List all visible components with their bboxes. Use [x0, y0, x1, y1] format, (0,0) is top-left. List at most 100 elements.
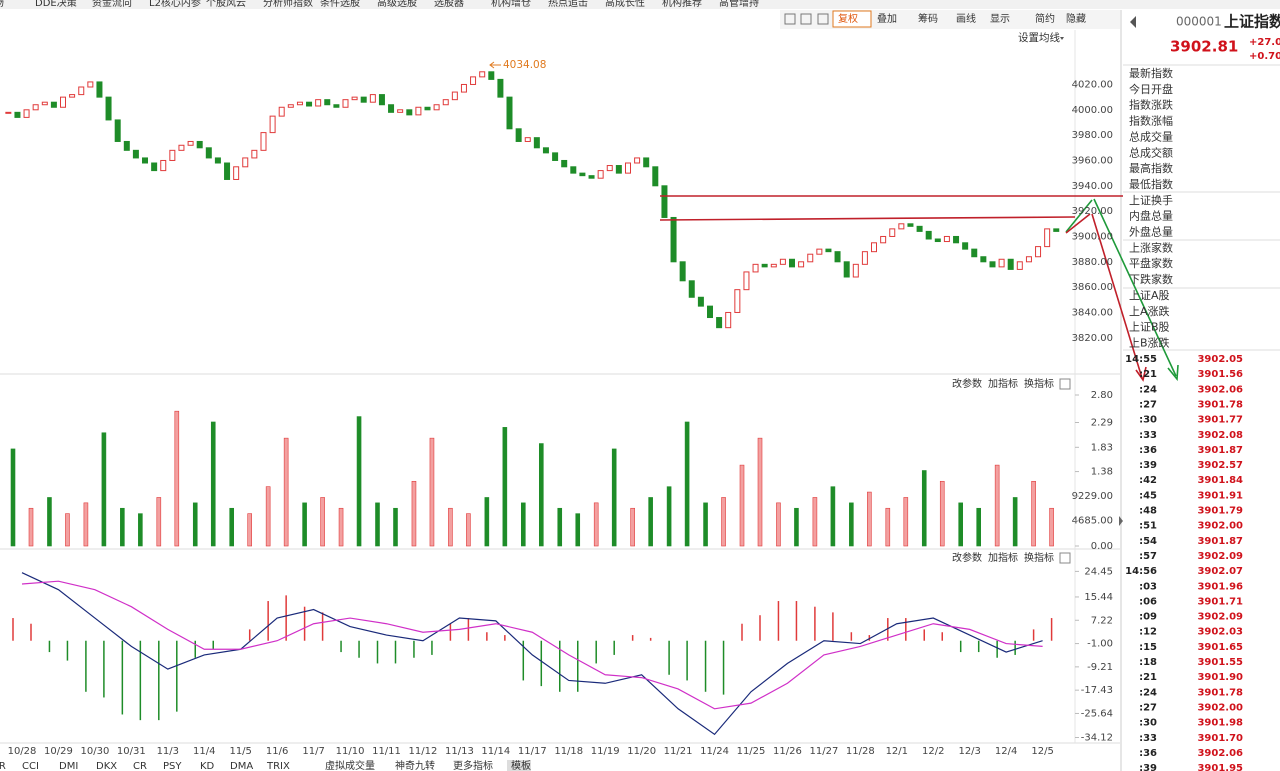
trade-price: 3902.06	[1197, 384, 1243, 395]
toolbar-button[interactable]: 隐藏	[1066, 13, 1086, 25]
menu-item[interactable]: 高成长性	[605, 0, 645, 9]
candle	[269, 115, 276, 134]
menu-item[interactable]: 机构推荐	[662, 0, 702, 9]
candle	[497, 78, 504, 98]
candle	[916, 225, 923, 232]
candle	[898, 223, 905, 230]
indicator-tab[interactable]: CCI	[22, 761, 39, 771]
trade-time: 14:55	[1125, 354, 1157, 365]
indicator-tab[interactable]: 模板	[511, 759, 531, 771]
close-button[interactable]	[1059, 552, 1071, 564]
menu-item[interactable]: 市场	[0, 0, 4, 9]
indicator-tab[interactable]: DMA	[230, 761, 253, 771]
menu-item[interactable]: 高级选股	[377, 0, 417, 9]
toolbar-icon[interactable]	[817, 13, 829, 25]
indicator-tab[interactable]: CR	[133, 761, 147, 771]
toolbar-icon[interactable]	[784, 13, 796, 25]
y-tick-label: 3860.00	[1072, 282, 1113, 293]
y-tick-label: -9.21	[1087, 662, 1113, 673]
indicator-tab[interactable]: DMI	[59, 761, 78, 771]
indicator-tab[interactable]: TRIX	[266, 761, 290, 771]
menu-item[interactable]: L2核心内参	[149, 0, 201, 9]
toolbar-button[interactable]: 简约	[1035, 12, 1055, 25]
candle	[324, 99, 331, 106]
menu-item[interactable]: 资金流向	[92, 0, 132, 9]
trade-time: :12	[1139, 627, 1157, 638]
toolbar-button[interactable]: 复权	[838, 12, 858, 25]
volume-bar	[466, 513, 471, 547]
indicator-tab[interactable]: AR	[0, 761, 6, 771]
indicator-tab[interactable]: 更多指标	[453, 759, 493, 771]
volume-bar	[994, 464, 1000, 547]
trade-price: 3901.87	[1197, 536, 1243, 547]
candle	[825, 248, 832, 253]
candle	[934, 238, 941, 243]
volume-bar	[538, 443, 544, 547]
y-tick-label: 3900.00	[1072, 231, 1113, 242]
close-button[interactable]	[1059, 378, 1071, 390]
candle	[943, 235, 950, 243]
indicator-tab[interactable]: 虚拟成交量	[325, 759, 375, 771]
panel-button[interactable]: 改参数	[952, 551, 982, 564]
volume-bar	[65, 513, 70, 547]
menu-item[interactable]: 机构增仓	[491, 0, 531, 9]
trade-price: 3901.56	[1197, 369, 1243, 380]
candle	[1053, 228, 1060, 232]
y-tick-label: -1.00	[1087, 639, 1113, 650]
panel-button[interactable]: 加指标	[988, 551, 1018, 564]
field-label: 指数涨幅	[1129, 114, 1173, 128]
panel-button[interactable]: 加指标	[988, 377, 1018, 390]
menu-item[interactable]: DDE决策	[35, 0, 77, 9]
collapse-icon[interactable]	[1119, 516, 1123, 526]
panel-button[interactable]: 改参数	[952, 377, 982, 390]
candle	[807, 253, 814, 263]
menu-item[interactable]: 个股风云	[206, 0, 246, 9]
indicator-tab[interactable]: DKX	[96, 761, 117, 771]
volume-bar	[885, 507, 891, 547]
trade-time: :09	[1139, 612, 1157, 623]
x-tick-label: 11/24	[700, 746, 729, 757]
candle	[187, 140, 194, 146]
menu-item[interactable]: 高管增持	[719, 0, 759, 9]
toolbar-button[interactable]: 画线	[956, 12, 976, 25]
candle	[925, 230, 932, 240]
toolbar-button[interactable]: 显示	[990, 13, 1010, 25]
menu-item[interactable]: 分析师指数	[263, 0, 313, 9]
candle	[980, 256, 987, 263]
panel-button[interactable]: 换指标	[1024, 551, 1054, 564]
toolbar-icon[interactable]	[800, 13, 812, 25]
volume-bar	[210, 421, 216, 547]
volume-bar	[265, 486, 271, 547]
candle	[707, 305, 713, 319]
indicator-tab[interactable]: KD	[200, 761, 215, 771]
field-label: 上A涨跌	[1129, 304, 1170, 318]
trade-price: 3901.87	[1197, 445, 1243, 456]
candle	[643, 157, 650, 168]
trade-time: :48	[1139, 506, 1157, 517]
y-tick-label: 4685.00	[1072, 516, 1113, 527]
menu-item[interactable]: 条件选股	[320, 0, 360, 9]
indicator-tab[interactable]: 神奇九转	[395, 759, 435, 771]
y-tick-label: 1.83	[1091, 442, 1113, 453]
panel-button[interactable]: 换指标	[1024, 377, 1054, 390]
back-icon[interactable]	[1130, 16, 1136, 28]
drawn-lines	[659, 195, 1179, 382]
indicator-tab[interactable]: PSY	[163, 761, 182, 771]
ma-setting[interactable]: 设置均线	[1018, 31, 1060, 44]
candle	[688, 280, 695, 298]
toolbar-button[interactable]: 叠加	[877, 13, 897, 25]
toolbar-button[interactable]: 筹码	[918, 12, 938, 25]
y-tick-label: -25.64	[1081, 708, 1113, 719]
candle	[369, 94, 376, 103]
candle	[424, 106, 431, 111]
volume-bar	[958, 502, 964, 547]
y-tick-label: 0.00	[1091, 541, 1113, 552]
trade-time: :30	[1139, 415, 1157, 426]
menu-item[interactable]: 选股器	[434, 0, 464, 9]
menu-item[interactable]: 热点追击	[548, 0, 588, 9]
candle	[260, 132, 267, 151]
x-tick-label: 11/12	[409, 746, 438, 757]
candle	[716, 317, 723, 329]
trade-price: 3902.05	[1197, 354, 1243, 365]
